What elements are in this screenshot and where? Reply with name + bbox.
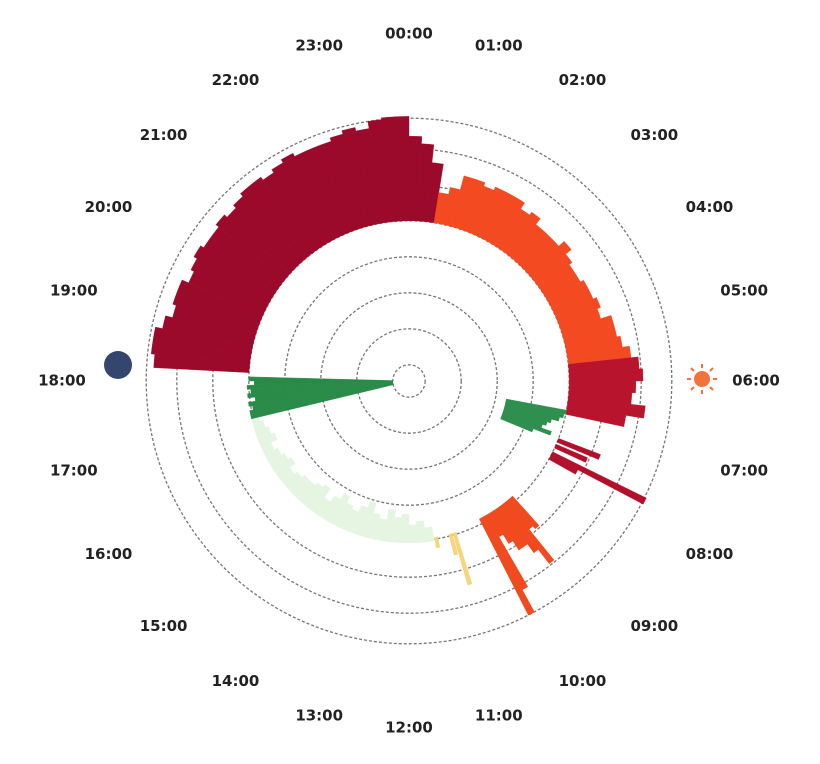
bar <box>288 474 311 496</box>
bar <box>272 457 296 477</box>
grid-ring <box>392 364 426 398</box>
bar <box>408 524 418 544</box>
bar <box>452 532 473 586</box>
hour-label: 09:00 <box>630 617 678 635</box>
hour-label: 21:00 <box>140 126 188 144</box>
bar <box>268 452 289 470</box>
sun-ray <box>690 386 695 391</box>
bar <box>248 376 394 382</box>
bar <box>554 443 588 463</box>
bars <box>151 116 647 616</box>
bar <box>306 484 331 513</box>
bar <box>320 495 341 522</box>
hour-label: 08:00 <box>686 545 734 563</box>
hour-label: 17:00 <box>50 461 98 479</box>
bar <box>257 432 278 448</box>
bar <box>548 455 579 475</box>
bar <box>383 508 396 543</box>
grid-ring <box>356 328 462 434</box>
hour-label: 05:00 <box>720 282 768 300</box>
bar <box>252 419 266 432</box>
hour-label: 00:00 <box>385 25 433 43</box>
bar <box>282 471 303 490</box>
hour-label: 04:00 <box>686 198 734 216</box>
bar <box>327 492 351 526</box>
hour-label: 19:00 <box>50 282 98 300</box>
bar <box>500 416 534 433</box>
hour-label: 20:00 <box>85 198 133 216</box>
bar <box>350 505 369 536</box>
sun-core <box>694 371 710 387</box>
hour-label: 16:00 <box>85 545 133 563</box>
hour-label: 22:00 <box>212 71 260 89</box>
bar <box>479 516 535 616</box>
hour-label: 10:00 <box>559 672 607 690</box>
bar <box>254 426 272 440</box>
sun-icon <box>687 364 717 394</box>
moon-icon <box>104 351 132 379</box>
hour-label: 02:00 <box>559 71 607 89</box>
hour-label: 14:00 <box>212 672 260 690</box>
bar <box>358 500 377 538</box>
sun-ray <box>709 367 714 372</box>
hour-label: 15:00 <box>140 617 188 635</box>
bar <box>448 533 459 556</box>
bar <box>424 526 435 543</box>
bar <box>400 513 410 544</box>
hour-label: 23:00 <box>295 36 343 54</box>
bar <box>416 520 427 543</box>
bar <box>556 438 601 460</box>
hour-label: 13:00 <box>295 707 343 725</box>
hour-label: 11:00 <box>475 707 523 725</box>
sun-ray <box>709 386 714 391</box>
bar <box>434 536 441 549</box>
hour-label: 03:00 <box>630 126 678 144</box>
hour-label: 01:00 <box>475 36 523 54</box>
hour-label: 07:00 <box>720 461 768 479</box>
bar <box>300 482 324 508</box>
hour-label: 18:00 <box>38 372 86 390</box>
hour-label: 06:00 <box>732 372 780 390</box>
hour-labels: 00:00 01:00 02:00 03:00 04:00 05:00 06:00 07:00… <box>38 25 780 737</box>
hour-label: 12:00 <box>385 719 433 737</box>
sun-ray <box>690 367 695 372</box>
bar <box>264 447 282 463</box>
